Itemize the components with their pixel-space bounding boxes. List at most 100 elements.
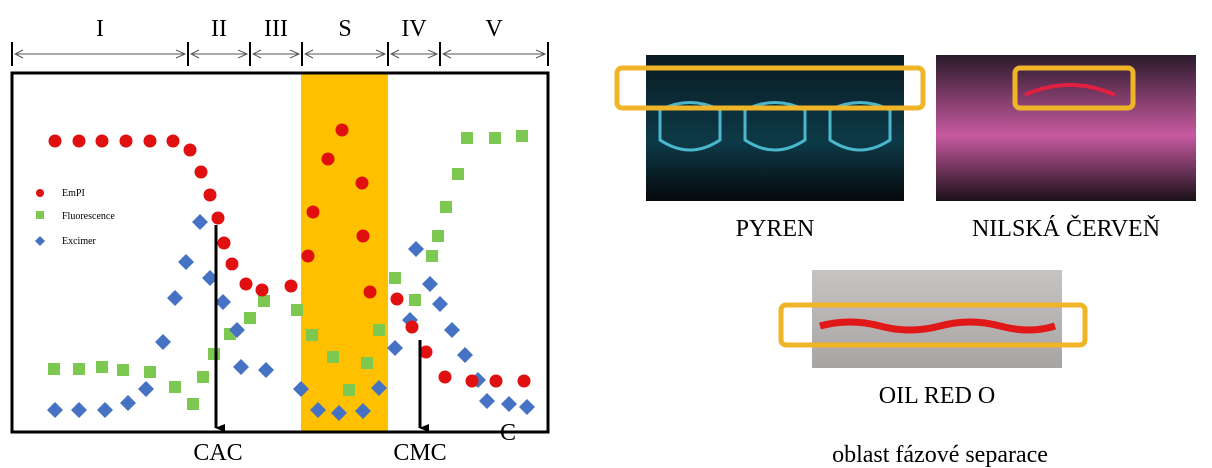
empi-point	[225, 257, 239, 271]
empi-point	[419, 345, 433, 359]
empi-point	[48, 134, 62, 148]
region-label: V	[485, 16, 503, 42]
empi-point	[390, 292, 404, 306]
photo	[936, 55, 1196, 201]
empi-point	[363, 285, 377, 299]
excimer-point	[501, 396, 517, 412]
legend: EmPI Fluorescence Excimer	[35, 188, 115, 247]
empi-point	[95, 134, 109, 148]
excimer-point	[192, 214, 208, 230]
fluorescence-point	[489, 132, 501, 144]
empi-point	[194, 165, 208, 179]
region-label: I	[96, 16, 104, 42]
fluorescence-point	[373, 324, 385, 336]
empi-point	[255, 283, 269, 297]
excimer-point	[479, 393, 495, 409]
empi-point	[517, 374, 531, 388]
excimer-point	[422, 276, 438, 292]
fluorescence-point	[409, 294, 421, 306]
cac-label: CAC	[193, 440, 242, 466]
fluorescence-point	[258, 295, 270, 307]
excimer-point	[387, 340, 403, 356]
excimer-point	[355, 403, 371, 419]
excimer-point	[138, 381, 154, 397]
excimer-point	[371, 380, 387, 396]
excimer-point	[293, 381, 309, 397]
fluorescence-point	[461, 132, 473, 144]
fluorescence-point	[516, 130, 528, 142]
excimer-point	[71, 402, 87, 418]
photo-label: NILSKÁ ČERVEŇ	[972, 215, 1160, 242]
fluorescence-point	[187, 398, 199, 410]
empi-point	[211, 211, 225, 225]
axis-label: C	[500, 420, 516, 446]
empi-point	[465, 374, 479, 388]
excimer-point	[457, 347, 473, 363]
excimer-point	[215, 294, 231, 310]
empi-point	[143, 134, 157, 148]
empi-point	[405, 320, 419, 334]
excimer-point	[519, 399, 535, 415]
fluorescence-point	[96, 361, 108, 373]
empi-point	[239, 277, 253, 291]
region-label: II	[211, 16, 227, 42]
fluorescence-point	[208, 348, 220, 360]
fluorescence-point	[117, 364, 129, 376]
empi-point	[119, 134, 133, 148]
excimer-point	[202, 270, 218, 286]
empi-point	[284, 279, 298, 293]
fluorescence-point	[432, 230, 444, 242]
photo	[646, 55, 904, 201]
fluorescence-point	[361, 357, 373, 369]
empi-point	[217, 236, 231, 250]
fluorescence-point	[244, 312, 256, 324]
excimer-point	[432, 296, 448, 312]
fluorescence-point	[440, 201, 452, 213]
empi-point	[301, 249, 315, 263]
legend-label: Fluorescence	[62, 211, 115, 222]
empi-point	[166, 134, 180, 148]
fluorescence-point	[73, 363, 85, 375]
region-label: III	[264, 16, 288, 42]
fluorescence-point	[343, 384, 355, 396]
fluorescence-point	[306, 329, 318, 341]
excimer-point	[233, 359, 249, 375]
fluorescence-point	[169, 381, 181, 393]
empi-point	[183, 143, 197, 157]
excimer-point	[155, 334, 171, 350]
empi-point	[306, 205, 320, 219]
excimer-point	[444, 322, 460, 338]
fluorescence-point	[197, 371, 209, 383]
fluorescence-point	[144, 366, 156, 378]
excimer-point	[167, 290, 183, 306]
excimer-point	[47, 402, 63, 418]
empi-point	[489, 374, 503, 388]
excimer-point	[178, 254, 194, 270]
empi-point	[72, 134, 86, 148]
empi-point	[438, 370, 452, 384]
excimer-point	[258, 362, 274, 378]
empi-point	[203, 188, 217, 202]
excimer-point	[331, 405, 347, 421]
empi-point	[356, 229, 370, 243]
legend-label: EmPI	[62, 188, 85, 199]
excimer-point	[310, 402, 326, 418]
empi-point	[335, 123, 349, 137]
excimer-point	[120, 395, 136, 411]
fluorescence-point	[452, 168, 464, 180]
plot-frame	[10, 71, 550, 434]
empi-point	[355, 176, 369, 190]
photos: PYREN NILSKÁ ČERVEŇ OIL RED O oblast fáz…	[614, 55, 1196, 468]
region-label: IV	[401, 16, 427, 42]
cmc-label: CMC	[393, 440, 446, 466]
empi-point	[321, 152, 335, 166]
region-label: S	[338, 16, 351, 42]
fluorescence-point	[426, 250, 438, 262]
fluorescence-point	[48, 363, 60, 375]
excimer-point	[229, 322, 245, 338]
excimer-point	[408, 241, 424, 257]
photo-label: OIL RED O	[879, 383, 995, 409]
phase-diagram: CAC CMC C EmPI Fluorescence Excimer I II I…	[10, 16, 550, 466]
fluorescence-point	[389, 272, 401, 284]
